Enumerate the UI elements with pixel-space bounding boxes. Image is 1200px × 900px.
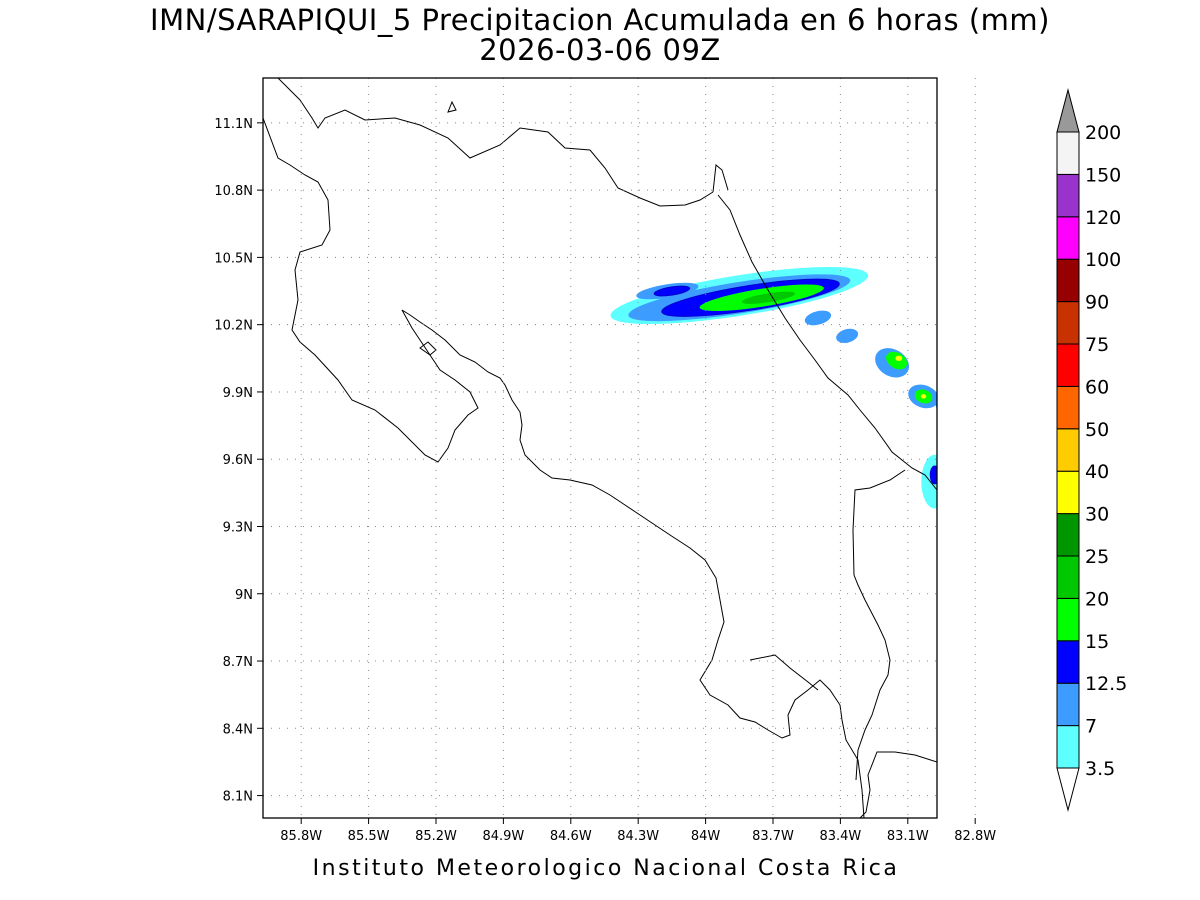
lat-tick-label: 9N — [235, 588, 253, 603]
lon-tick-label: 83.1W — [887, 829, 929, 844]
colorbar-label: 200 — [1085, 122, 1121, 144]
coastline-segment — [859, 751, 937, 818]
colorbar-swatch-40 — [1056, 428, 1080, 472]
colorbar-upper-arrow — [1056, 88, 1080, 133]
colorbar-label: 20 — [1085, 588, 1109, 610]
colorbar-swatch-25 — [1056, 513, 1080, 557]
precip-cell-mid-blob-2 — [836, 328, 859, 343]
precip-shading — [610, 267, 966, 509]
lat-tick-label: 11.1N — [214, 117, 253, 132]
colorbar-swatch-15 — [1056, 597, 1080, 642]
lon-tick-label: 83.7W — [752, 829, 794, 844]
precip-cell-edge-blob-12 — [929, 465, 937, 485]
coastline-segment — [852, 469, 906, 781]
lat-tick-label: 8.7N — [223, 655, 253, 670]
colorbar-label: 150 — [1085, 164, 1121, 186]
colorbar-label: 120 — [1085, 207, 1121, 229]
colorbar-swatch-50 — [1056, 385, 1080, 430]
colorbar-label: 12.5 — [1085, 673, 1127, 695]
colorbar-swatch-75 — [1056, 301, 1080, 345]
colorbar-label: 30 — [1085, 504, 1109, 526]
lon-tick-label: 85.5W — [348, 829, 390, 844]
coastline-segment — [749, 654, 819, 691]
lon-tick-label: 83.4W — [819, 829, 861, 844]
colorbar-swatch-30 — [1056, 470, 1080, 515]
precip-cell-mid-blob-1 — [804, 310, 832, 326]
lat-tick-label: 9.3N — [223, 520, 253, 535]
lat-tick-label: 10.2N — [214, 319, 253, 334]
lon-tick-label: 84.6W — [550, 829, 592, 844]
colorbar-label: 15 — [1085, 631, 1109, 653]
institution-credit: Instituto Meteorologico Nacional Costa R… — [312, 856, 900, 881]
colorbar-label: 25 — [1085, 546, 1109, 568]
colorbar-label: 3.5 — [1085, 758, 1115, 780]
map-title: IMN/SARAPIQUI_5 Precipitacion Acumulada … — [150, 3, 1050, 37]
precip-cell-main-band-20 — [741, 291, 796, 304]
lon-tick-label: 84.3W — [617, 829, 659, 844]
graticule: 85.8W 85.5W 85.2W 84.9W 84.6W 84.3W 84W 83.7W 83… — [214, 78, 996, 844]
lat-tick-label: 8.4N — [223, 722, 253, 737]
coastline-segment — [712, 164, 729, 193]
colorbar-label: 7 — [1085, 716, 1097, 738]
lat-tick-label: 8.1N — [223, 790, 253, 805]
colorbar-lower-arrow — [1056, 767, 1080, 812]
colorbar-swatch-120 — [1056, 173, 1080, 218]
map-valid-time: 2026-03-06 09Z — [479, 33, 721, 67]
colorbar-swatch-150 — [1056, 131, 1080, 175]
colorbar-swatch-20 — [1056, 555, 1080, 599]
lon-tick-label: 85.2W — [415, 829, 457, 844]
colorbar-swatch-3-5 — [1056, 725, 1080, 769]
colorbar-swatch-7 — [1056, 682, 1080, 727]
lon-tick-label: 84W — [691, 829, 721, 844]
lat-tick-label: 10.5N — [214, 251, 253, 266]
lon-tick-label: 84.9W — [482, 829, 524, 844]
precip-cell-east-blob-30 — [895, 355, 903, 361]
precip-cell-se-blob-1-30 — [920, 394, 927, 399]
colorbar-label: 40 — [1085, 461, 1109, 483]
colorbar-swatch-90 — [1056, 258, 1080, 303]
precip-cell-west-blob-12 — [653, 285, 691, 297]
colorbar-swatch-12-5 — [1056, 640, 1080, 684]
lat-tick-label: 10.8N — [214, 184, 253, 199]
colorbar-label: 90 — [1085, 292, 1109, 314]
lat-tick-label: 9.9N — [223, 386, 253, 401]
lon-tick-label: 85.8W — [280, 829, 322, 844]
colorbar-label: 60 — [1085, 376, 1109, 398]
precip-cell-se-blob-2-15 — [939, 393, 966, 418]
colorbar-swatch-100 — [1056, 216, 1080, 260]
colorbar-label: 50 — [1085, 419, 1109, 441]
lon-tick-label: 82.8W — [954, 829, 996, 844]
colorbar-label: 75 — [1085, 334, 1109, 356]
coastline-segment — [447, 100, 457, 113]
colorbar-label: 100 — [1085, 249, 1121, 271]
colorbar: 3.5 7 12.5 15 20 25 30 40 50 60 75 90 100 120 150 200 — [1056, 88, 1127, 812]
colorbar-swatch-60 — [1056, 343, 1080, 387]
coastline-segment — [277, 78, 714, 207]
coastline-segment — [717, 194, 937, 491]
coastline-segment — [263, 117, 865, 818]
map-plot-area: 85.8W 85.5W 85.2W 84.9W 84.6W 84.3W 84W 83.7W 83… — [214, 77, 996, 844]
precip-cell-east-blob-15 — [886, 351, 908, 370]
plot-frame — [262, 77, 938, 819]
plot-background — [263, 78, 937, 818]
lat-tick-label: 9.6N — [223, 453, 253, 468]
